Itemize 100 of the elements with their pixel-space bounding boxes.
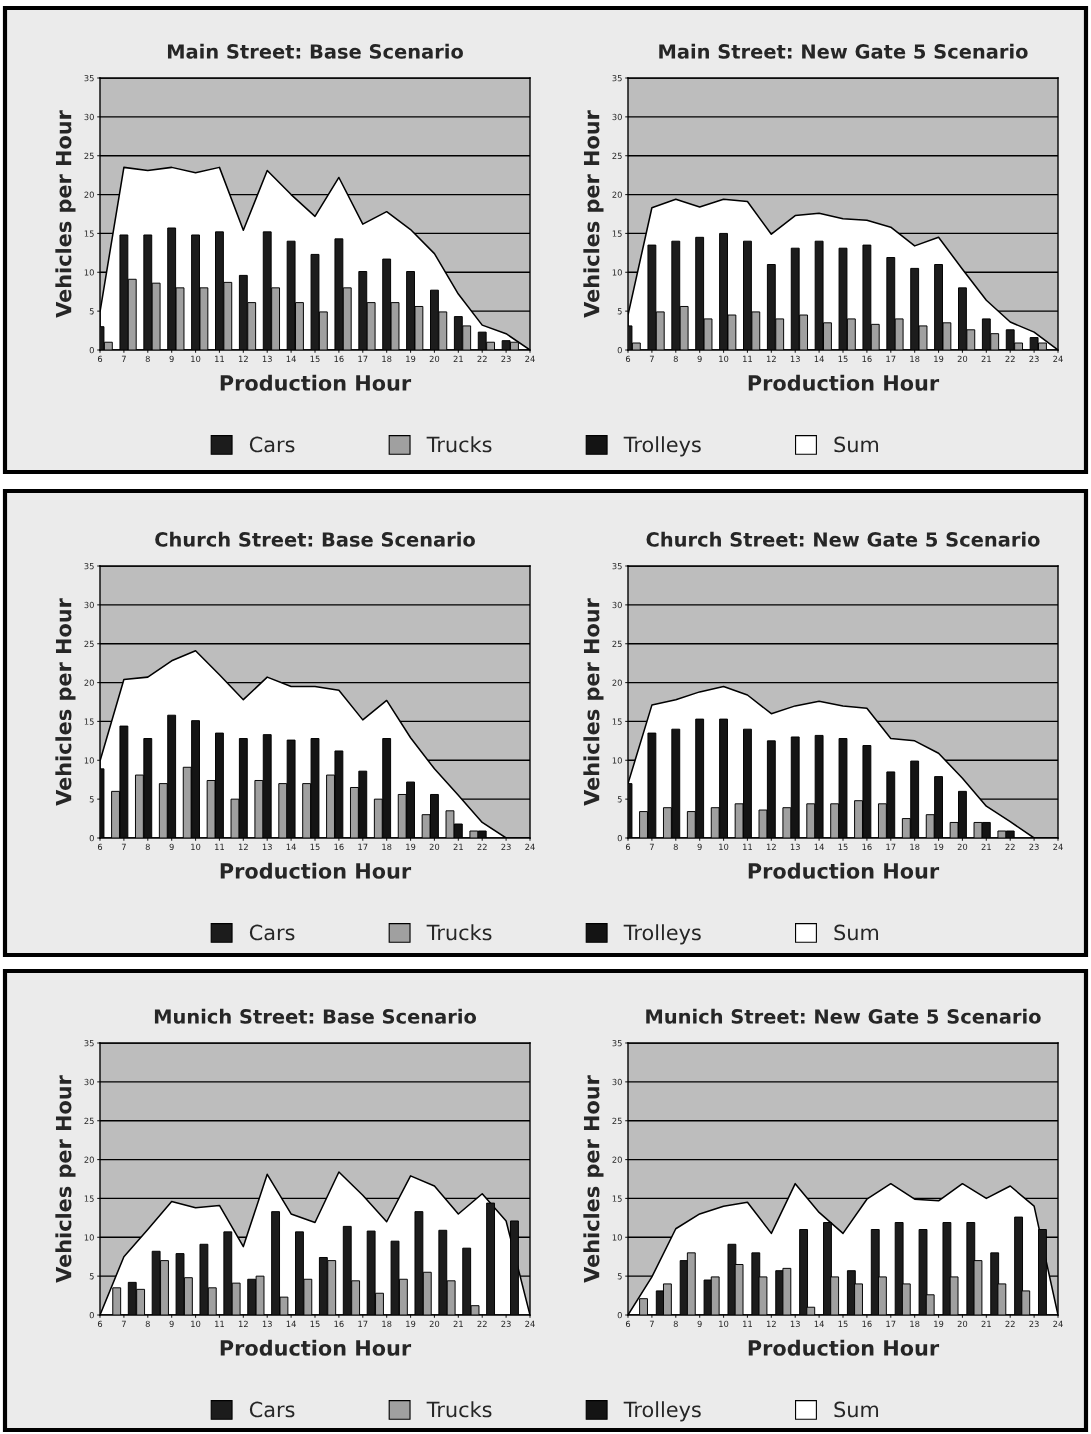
legend-label: Cars [249, 924, 295, 941]
x-tick-label: 16 [862, 1320, 872, 1328]
x-tick-label: 23 [501, 843, 511, 851]
y-tick-label: 35 [84, 74, 94, 82]
x-tick-label: 8 [145, 355, 150, 363]
x-tick-label: 8 [673, 355, 678, 363]
x-tick-label: 24 [525, 355, 535, 362]
y-tick-label: 20 [84, 679, 94, 686]
x-tick-label: 23 [1029, 843, 1039, 851]
x-tick-label: 6 [625, 843, 631, 851]
y-tick-label: 30 [612, 1078, 622, 1086]
y-tick-label: 35 [612, 74, 622, 82]
y-tick-label: 10 [612, 269, 622, 276]
x-tick-label: 6 [97, 355, 103, 363]
x-tick-label: 9 [169, 355, 174, 363]
y-tick-label: 5 [89, 1273, 94, 1280]
x-tick-label: 21 [981, 355, 991, 362]
x-tick-label: 13 [790, 1320, 800, 1328]
x-tick-label: 9 [697, 1320, 702, 1328]
y-tick-label: 35 [84, 562, 94, 570]
x-tick-label: 11 [215, 843, 224, 850]
x-tick-label: 18 [910, 355, 920, 363]
x-tick-label: 12 [766, 355, 776, 362]
x-tick-label: 24 [1053, 1320, 1063, 1327]
x-tick-label: 15 [310, 1320, 320, 1328]
x-tick-label: 19 [934, 1320, 944, 1328]
x-tick-label: 11 [215, 355, 224, 362]
y-tick-label: 0 [89, 1311, 94, 1319]
x-tick-label: 9 [169, 1320, 174, 1328]
x-tick-label: 22 [477, 1320, 487, 1327]
x-tick-label: 20 [957, 1320, 968, 1328]
x-tick-label: 15 [838, 843, 848, 851]
x-tick-label: 20 [957, 355, 968, 363]
x-tick-label: 17 [358, 843, 368, 850]
legend-label: Trolleys [623, 436, 701, 457]
legend-label: Sum [834, 436, 879, 453]
x-tick-label: 24 [1053, 355, 1063, 362]
x-tick-label: 18 [910, 843, 920, 851]
x-tick-label: 18 [382, 843, 392, 851]
chart-title: Church Street: Base Scenario [155, 531, 475, 547]
x-tick-label: 23 [1029, 1320, 1039, 1328]
x-axis-title: Production Hour [748, 1339, 940, 1356]
y-tick-label: 30 [612, 113, 622, 121]
y-tick-label: 25 [84, 152, 94, 159]
y-axis-title: Vehicles per Hour [55, 1075, 76, 1283]
x-tick-label: 21 [981, 843, 991, 850]
y-tick-label: 5 [617, 796, 622, 803]
x-tick-label: 9 [697, 355, 702, 363]
x-tick-label: 12 [238, 355, 248, 362]
y-tick-label: 0 [617, 1311, 622, 1319]
y-axis-title: Vehicles per Hour [583, 598, 604, 806]
x-axis-title: Production Hour [220, 862, 412, 879]
y-tick-label: 35 [612, 562, 622, 570]
y-tick-label: 35 [84, 1039, 94, 1047]
x-tick-label: 24 [525, 1320, 535, 1327]
x-tick-label: 17 [886, 843, 896, 850]
y-tick-label: 15 [612, 1195, 622, 1202]
x-tick-label: 20 [957, 843, 968, 851]
x-tick-label: 10 [719, 355, 729, 363]
x-tick-label: 7 [121, 1320, 126, 1327]
x-tick-label: 7 [121, 843, 126, 850]
y-tick-label: 20 [612, 191, 622, 198]
x-tick-label: 24 [525, 843, 535, 850]
x-tick-label: 19 [406, 843, 416, 851]
y-axis-title: Vehicles per Hour [55, 598, 76, 806]
y-tick-label: 15 [84, 230, 94, 237]
x-tick-label: 8 [145, 843, 150, 851]
x-tick-label: 11 [215, 1320, 224, 1327]
x-tick-label: 10 [191, 1320, 201, 1328]
x-tick-label: 9 [169, 843, 174, 851]
chart-title: Church Street: New Gate 5 Scenario [646, 531, 1040, 547]
x-tick-label: 22 [1005, 843, 1015, 850]
x-axis-title: Production Hour [220, 1339, 412, 1356]
y-tick-label: 0 [617, 834, 622, 842]
x-tick-label: 18 [910, 1320, 920, 1328]
x-tick-label: 13 [262, 1320, 272, 1328]
y-tick-label: 30 [84, 1078, 94, 1086]
y-tick-label: 15 [612, 230, 622, 237]
x-tick-label: 7 [649, 843, 654, 850]
legend-label: Trolleys [623, 1401, 701, 1422]
x-tick-label: 23 [501, 355, 511, 363]
x-tick-label: 10 [719, 843, 729, 851]
x-tick-label: 21 [453, 843, 463, 850]
y-tick-label: 10 [84, 757, 94, 764]
legend-label: Sum [834, 1401, 879, 1418]
x-tick-label: 14 [814, 843, 824, 850]
x-tick-label: 20 [429, 843, 440, 851]
y-tick-label: 10 [84, 1234, 94, 1241]
x-tick-label: 16 [334, 843, 344, 851]
y-axis-title: Vehicles per Hour [55, 110, 76, 318]
x-tick-label: 8 [673, 1320, 678, 1328]
legend-label: Trolleys [623, 924, 701, 945]
y-tick-label: 20 [84, 191, 94, 198]
chart-title: Main Street: Base Scenario [167, 43, 463, 59]
x-tick-label: 18 [382, 1320, 392, 1328]
y-tick-label: 15 [612, 718, 622, 725]
x-tick-label: 6 [97, 843, 103, 851]
x-tick-label: 10 [191, 843, 201, 851]
y-tick-label: 30 [84, 113, 94, 121]
y-tick-label: 25 [612, 152, 622, 159]
